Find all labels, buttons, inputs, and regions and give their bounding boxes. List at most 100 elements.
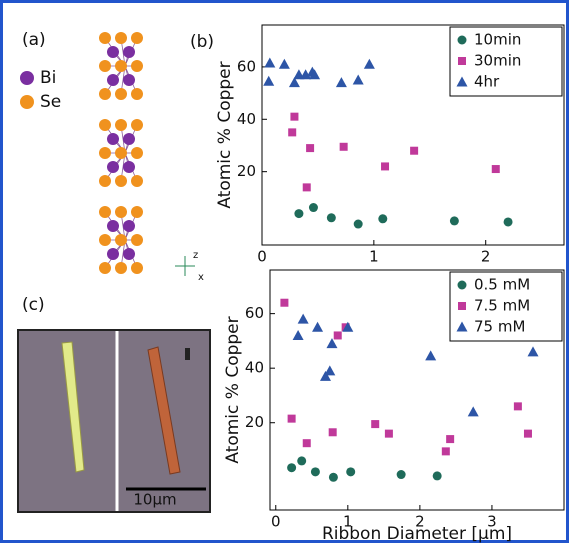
point <box>309 203 318 212</box>
se-atom <box>131 147 143 159</box>
point <box>458 281 467 290</box>
axis-letter: x <box>198 272 204 283</box>
particle <box>185 348 190 360</box>
se-atom <box>131 119 143 131</box>
point <box>334 331 342 339</box>
point <box>504 217 513 226</box>
point <box>371 420 379 428</box>
se-atom <box>99 234 111 246</box>
legend-label: 75 mM <box>474 318 525 336</box>
x-axis-label: Ribbon Diameter [µm] <box>322 524 512 543</box>
se-atom <box>99 60 111 72</box>
point <box>329 473 338 482</box>
se-atom <box>99 175 111 187</box>
scale-label: 10µm <box>133 491 176 509</box>
point <box>311 467 320 476</box>
bi-atom <box>107 74 119 86</box>
y-tick-label: 60 <box>237 57 256 75</box>
bi-icon <box>20 71 34 85</box>
se-atom <box>115 175 127 187</box>
panel-label: (b) <box>190 32 214 52</box>
point <box>290 113 298 121</box>
se-atom <box>115 206 127 218</box>
se-atom <box>131 88 143 100</box>
bi-atom <box>123 74 135 86</box>
point <box>492 165 500 173</box>
point <box>378 214 387 223</box>
x-tick-label: 2 <box>481 248 491 266</box>
point <box>346 467 355 476</box>
y-tick-label: 20 <box>245 413 264 431</box>
se-atom <box>115 88 127 100</box>
se-atom <box>115 60 127 72</box>
point <box>458 57 466 65</box>
se-atom <box>99 206 111 218</box>
point <box>287 463 296 472</box>
y-tick-label: 60 <box>245 304 264 322</box>
panel-label: (c) <box>22 295 45 315</box>
se-atom <box>99 32 111 44</box>
crystal-structure <box>99 32 143 274</box>
legend-label: 7.5 mM <box>474 297 530 315</box>
se-atom <box>131 60 143 72</box>
point <box>410 147 418 155</box>
point <box>280 299 288 307</box>
point <box>446 435 454 443</box>
atom-label: Bi <box>40 68 56 88</box>
point <box>288 415 296 423</box>
se-atom <box>131 32 143 44</box>
point <box>397 470 406 479</box>
point <box>297 456 306 465</box>
micrograph <box>18 330 210 512</box>
panel-label: (a) <box>22 30 46 50</box>
se-atom <box>131 262 143 274</box>
bi-atom <box>123 161 135 173</box>
se-atom <box>99 262 111 274</box>
x-tick-label: 1 <box>369 248 379 266</box>
se-atom <box>131 206 143 218</box>
se-atom <box>115 147 127 159</box>
se-atom <box>99 147 111 159</box>
point <box>329 428 337 436</box>
point <box>458 36 467 45</box>
point <box>450 216 459 225</box>
point <box>381 162 389 170</box>
bi-atom <box>107 220 119 232</box>
figure: (a) Bi Se (b) z x (c) 10µm 012204060Atom… <box>0 0 569 543</box>
point <box>340 143 348 151</box>
y-axis-label: Atomic % Copper <box>215 61 235 208</box>
x-tick-label: 0 <box>257 248 267 266</box>
legend-label: 4hr <box>474 73 500 91</box>
point <box>514 402 522 410</box>
point <box>306 144 314 152</box>
bi-atom <box>123 248 135 260</box>
bi-atom <box>123 220 135 232</box>
bi-atom <box>123 46 135 58</box>
point <box>354 220 363 229</box>
se-atom <box>131 234 143 246</box>
point <box>458 302 466 310</box>
y-axis-label: Atomic % Copper <box>223 316 243 463</box>
legend-label: 0.5 mM <box>474 276 530 294</box>
x-tick-label: 0 <box>271 513 281 531</box>
bi-atom <box>107 133 119 145</box>
bi-atom <box>123 133 135 145</box>
point <box>327 213 336 222</box>
y-tick-label: 20 <box>237 162 256 180</box>
point <box>524 430 532 438</box>
se-atom <box>99 88 111 100</box>
legend-label: 30min <box>474 52 521 70</box>
point <box>385 430 393 438</box>
point <box>294 209 303 218</box>
se-atom <box>99 119 111 131</box>
point <box>433 471 442 480</box>
point <box>303 183 311 191</box>
legend-label: 10min <box>474 31 521 49</box>
se-atom <box>115 234 127 246</box>
y-tick-label: 40 <box>245 359 264 377</box>
bi-atom <box>107 46 119 58</box>
se-icon <box>20 95 34 109</box>
se-atom <box>115 262 127 274</box>
atom-label: Se <box>40 92 61 112</box>
se-atom <box>115 119 127 131</box>
